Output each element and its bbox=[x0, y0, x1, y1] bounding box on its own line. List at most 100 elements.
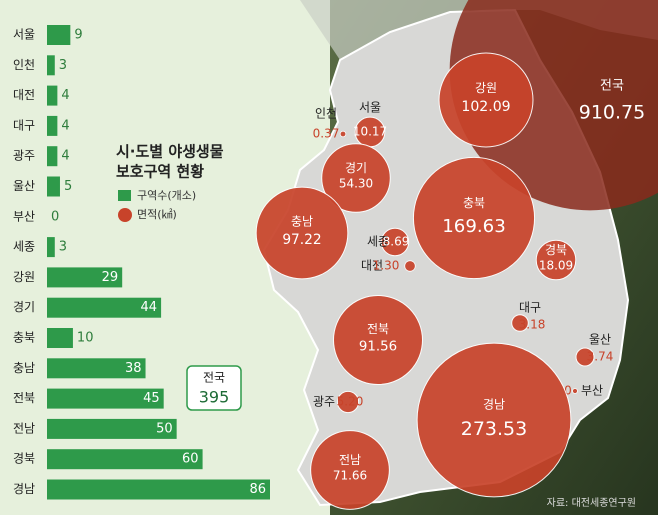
value-label: 45 bbox=[143, 391, 160, 406]
bubble-value: 91.56 bbox=[359, 340, 397, 355]
value-label: 10 bbox=[77, 331, 94, 346]
value-label: 9 bbox=[74, 28, 82, 43]
bubble bbox=[333, 295, 423, 385]
bubble bbox=[380, 227, 410, 257]
bar bbox=[47, 388, 164, 409]
value-label: 0 bbox=[51, 209, 59, 224]
bar bbox=[47, 237, 55, 258]
bubble bbox=[572, 388, 578, 394]
bar bbox=[47, 449, 203, 470]
bubble-name: 대전 bbox=[361, 259, 383, 273]
value-label: 4 bbox=[61, 149, 69, 164]
bubble bbox=[310, 430, 390, 510]
bubble bbox=[336, 390, 360, 414]
bubble bbox=[339, 130, 347, 138]
category-label: 충남 bbox=[13, 361, 35, 375]
bubble-value: 0.37 bbox=[313, 127, 340, 141]
bar bbox=[47, 267, 123, 288]
bubble bbox=[438, 52, 534, 148]
category-label: 대구 bbox=[13, 118, 35, 132]
bubble-name: 경기 bbox=[345, 161, 367, 175]
bubble-name: 부산 bbox=[581, 384, 603, 398]
category-label: 세종 bbox=[13, 240, 35, 254]
category-label: 인천 bbox=[13, 57, 35, 72]
bubble-name: 전북 bbox=[367, 322, 389, 336]
bubble-name: 경남 bbox=[483, 397, 505, 411]
bubble-value: 102.09 bbox=[461, 99, 510, 115]
bubble-name: 울산 bbox=[589, 333, 611, 347]
value-label: 50 bbox=[156, 421, 173, 436]
bubble-name: 강원 bbox=[475, 81, 497, 95]
bubble-value: 0 bbox=[564, 384, 572, 398]
category-label: 부산 bbox=[13, 209, 35, 223]
bubble-value: 273.53 bbox=[461, 418, 527, 440]
value-label: 29 bbox=[102, 270, 119, 285]
bar bbox=[47, 358, 146, 379]
title-line: 시·도별 야생생물 bbox=[116, 143, 224, 161]
total-value: 395 bbox=[199, 388, 230, 407]
bar bbox=[47, 115, 58, 136]
bubble-map: 전국 910.75 강원 102.09 서울 10.17 인천 0.37 경기 54.30 충북 16… bbox=[255, 0, 658, 510]
bubble-value: 1.30 bbox=[373, 259, 400, 273]
bubble bbox=[511, 314, 529, 332]
category-label: 경북 bbox=[13, 452, 35, 466]
bubble bbox=[575, 347, 595, 367]
bubble-name: 대구 bbox=[519, 301, 541, 315]
bar bbox=[47, 25, 71, 45]
category-label: 강원 bbox=[13, 270, 35, 284]
bubble bbox=[412, 156, 536, 280]
bubble bbox=[404, 260, 416, 272]
bubble-name: 광주 bbox=[313, 395, 335, 409]
bar bbox=[47, 328, 73, 348]
value-label: 86 bbox=[249, 482, 266, 497]
legend-swatch bbox=[118, 190, 131, 201]
bubble-name: 인천 bbox=[315, 106, 337, 121]
bubble-name: 충남 bbox=[291, 214, 313, 228]
category-label: 광주 bbox=[13, 149, 35, 163]
bubble-name: 충북 bbox=[463, 196, 485, 210]
category-label: 경기 bbox=[13, 300, 35, 314]
bubble-value: 169.63 bbox=[442, 216, 506, 237]
category-label: 전남 bbox=[13, 421, 35, 435]
category-label: 서울 bbox=[13, 28, 35, 42]
category-label: 대전 bbox=[13, 88, 35, 102]
total-value: 910.75 bbox=[579, 102, 645, 124]
bubble-value: 10.17 bbox=[353, 125, 387, 139]
bubble bbox=[255, 186, 349, 280]
bubble-value: 71.66 bbox=[333, 469, 367, 483]
bar bbox=[47, 479, 270, 500]
legend-label: 면적(㎢) bbox=[137, 208, 177, 221]
total-label: 전국 bbox=[600, 79, 624, 94]
category-label: 울산 bbox=[13, 179, 35, 193]
value-label: 5 bbox=[64, 179, 72, 194]
bar bbox=[47, 176, 60, 197]
category-label: 경남 bbox=[13, 482, 35, 496]
bubble-value: 54.30 bbox=[339, 177, 373, 191]
bar bbox=[47, 55, 55, 76]
value-label: 4 bbox=[61, 88, 69, 103]
total-label: 전국 bbox=[203, 371, 225, 385]
bubble-value: 97.22 bbox=[282, 232, 321, 248]
bubble bbox=[416, 342, 572, 498]
value-label: 4 bbox=[61, 118, 69, 133]
bubble-name: 서울 bbox=[359, 101, 381, 115]
bubble-value: 18.09 bbox=[539, 259, 573, 273]
bar bbox=[47, 297, 162, 318]
legend-swatch bbox=[118, 208, 132, 222]
source: 자료: 대전세종연구원 bbox=[547, 497, 636, 509]
total-box bbox=[186, 365, 242, 411]
bar bbox=[47, 146, 58, 167]
title-line: 보호구역 현황 bbox=[116, 163, 204, 181]
category-label: 전북 bbox=[13, 391, 35, 405]
bubble bbox=[321, 143, 391, 213]
bubble-name: 전남 bbox=[339, 453, 361, 467]
bubble-value: 5.20 bbox=[337, 395, 364, 409]
bubble bbox=[535, 239, 577, 281]
legend-label: 구역수(개소) bbox=[137, 189, 196, 202]
bar bbox=[47, 85, 58, 106]
bar bbox=[47, 418, 177, 439]
value-label: 44 bbox=[141, 300, 158, 315]
total-bubble bbox=[449, 0, 658, 211]
bar-chart: 서울 9 인천 3 대전 4 대구 4 광주 4 울산 5 부산 0 세종 3 강원 29 경기 44 충북 10 충남 38… bbox=[13, 25, 270, 500]
